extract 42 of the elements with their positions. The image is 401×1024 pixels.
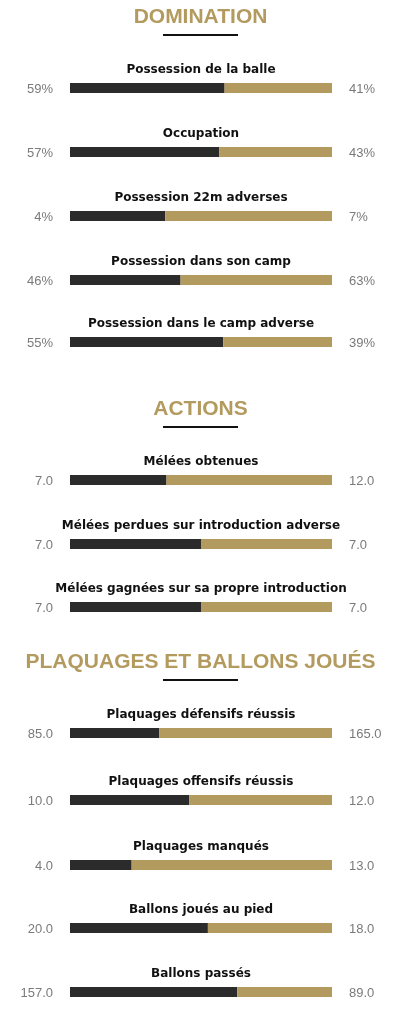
data-label: 41% (349, 80, 376, 96)
data-label: 7.0 (349, 599, 368, 615)
data-label: 7.0 (34, 599, 53, 615)
data-label: 20.0 (27, 920, 53, 936)
chart-title: DOMINATION (133, 4, 268, 27)
y-tick-label: Mélées gagnées sur sa propre introduction (55, 581, 347, 595)
data-label: 85.0 (27, 725, 53, 741)
y-tick-label: Plaquages défensifs réussis (106, 707, 296, 721)
data-label: 57% (26, 144, 54, 160)
y-tick-label: Occupation (162, 126, 240, 140)
data-label: 59% (26, 80, 54, 96)
y-tick-label: Plaquages manqués (133, 839, 269, 853)
data-label: 18.0 (349, 920, 375, 936)
y-tick-label: Mélées obtenues (143, 454, 259, 468)
data-label: 7.0 (349, 536, 368, 552)
y-tick-label: Possession 22m adverses (114, 190, 288, 204)
data-label: 63% (349, 272, 376, 288)
chart-title: ACTIONS (153, 396, 248, 419)
data-label: 39% (349, 334, 376, 350)
data-label: 7% (349, 208, 369, 224)
data-label: 157.0 (20, 984, 53, 1000)
y-tick-label: Ballons joués au pied (128, 902, 274, 916)
data-label: 55% (26, 334, 54, 350)
data-label: 10.0 (27, 792, 53, 808)
data-label: 7.0 (34, 536, 53, 552)
y-tick-label: Ballons passés (151, 966, 251, 980)
data-label: 165.0 (349, 725, 382, 741)
data-label: 43% (349, 144, 376, 160)
data-label: 12.0 (349, 472, 375, 488)
data-label: 12.0 (349, 792, 375, 808)
y-tick-label: Plaquages offensifs réussis (108, 774, 294, 788)
data-label: 4.0 (34, 857, 53, 873)
chart-title: PLAQUAGES ET BALLONS JOUÉS (25, 649, 376, 672)
y-tick-label: Possession dans son camp (111, 254, 292, 268)
data-label: 89.0 (349, 984, 375, 1000)
data-label: 46% (26, 272, 54, 288)
y-tick-label: Possession dans le camp adverse (87, 316, 315, 330)
data-label: 7.0 (34, 472, 53, 488)
data-label: 13.0 (349, 857, 375, 873)
data-label: 4% (34, 208, 54, 224)
y-tick-label: Possession de la balle (126, 62, 276, 76)
y-tick-label: Mélées perdues sur introduction adverse (61, 518, 341, 532)
